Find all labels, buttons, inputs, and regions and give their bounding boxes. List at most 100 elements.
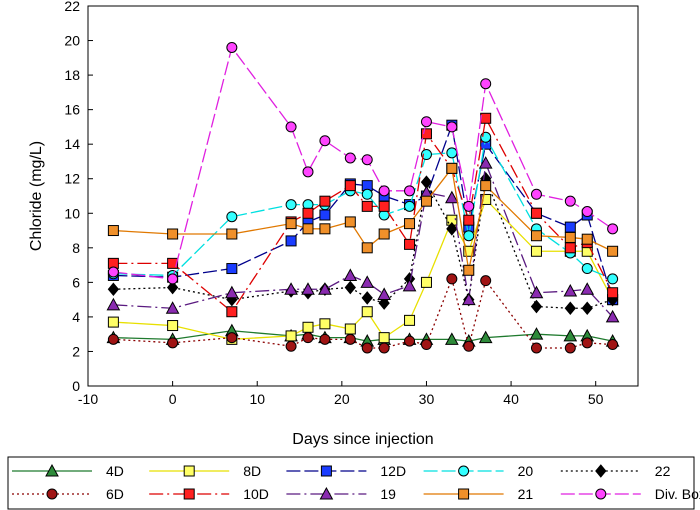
data-point-6d <box>404 335 416 347</box>
data-point-div-box <box>378 185 390 197</box>
series-line-22 <box>113 176 613 309</box>
y-tick-label: 10 <box>64 205 80 221</box>
data-point-6d <box>463 340 475 352</box>
data-point-6d <box>420 339 432 351</box>
data-point-10d <box>361 200 373 212</box>
data-point-6d <box>564 342 576 354</box>
data-point-6d <box>226 332 238 344</box>
series-19 <box>106 156 620 323</box>
x-tick-label: 10 <box>249 391 265 407</box>
series-6d <box>107 273 619 354</box>
legend-label: 6D <box>106 486 124 502</box>
data-point-8d <box>404 314 416 326</box>
data-point-22 <box>581 301 593 316</box>
data-point-10d <box>344 180 356 192</box>
data-point-div-box <box>167 273 179 285</box>
data-point-6d <box>167 337 179 349</box>
x-tick-label: 30 <box>419 391 435 407</box>
data-point-20 <box>361 188 373 200</box>
legend-swatch-marker <box>320 465 332 477</box>
data-point-6d <box>607 339 619 351</box>
series-layer <box>106 41 620 354</box>
data-point-19 <box>529 285 544 299</box>
y-axis-label: Chloride (mg/L) <box>28 141 45 251</box>
legend-label: Div. Box <box>655 486 700 502</box>
data-point-22 <box>107 282 120 297</box>
legend-swatch-marker <box>183 488 195 500</box>
data-point-21 <box>302 223 314 235</box>
legend-entry-4d: 4D <box>12 463 124 479</box>
legend-entry-20: 20 <box>423 463 533 479</box>
legend-swatch-marker <box>319 486 334 500</box>
data-point-6d <box>446 273 458 285</box>
data-point-22 <box>344 280 356 295</box>
data-point-19 <box>301 282 315 295</box>
data-point-10d <box>420 128 432 140</box>
data-point-21 <box>167 228 179 240</box>
data-point-div-box <box>564 195 576 207</box>
legend-label: 22 <box>655 463 671 479</box>
legend-swatch-marker <box>458 488 470 500</box>
data-point-10d <box>564 242 576 254</box>
data-point-19 <box>580 282 595 295</box>
x-tick-label: 40 <box>503 391 519 407</box>
legend-swatch-marker <box>45 463 59 477</box>
series-line-20 <box>113 135 613 280</box>
data-point-div-box <box>446 121 458 133</box>
series-div-box <box>107 41 619 285</box>
legend-swatch-marker <box>183 465 195 477</box>
data-point-4d <box>478 330 493 344</box>
data-point-20 <box>607 273 619 285</box>
data-point-21 <box>463 264 475 276</box>
data-point-10d <box>167 257 179 269</box>
legend-label: 21 <box>518 486 534 502</box>
data-point-21 <box>564 231 576 243</box>
data-point-8d <box>107 316 119 328</box>
data-point-8d <box>463 245 475 257</box>
legend-entry-22: 22 <box>560 463 671 479</box>
series-line-8d <box>113 198 614 341</box>
data-point-19 <box>318 282 332 295</box>
data-point-19 <box>225 285 239 299</box>
data-point-10d <box>480 112 492 124</box>
data-point-21 <box>378 228 390 240</box>
data-point-8d <box>302 321 314 333</box>
data-point-6d <box>302 332 314 344</box>
legend: 4D 8D 12D 20 22 6D 10D 19 21 Div. Box <box>12 463 700 502</box>
y-tick-label: 20 <box>64 33 80 49</box>
legend-entry-10d: 10D <box>149 486 269 502</box>
series-line-21 <box>113 166 613 271</box>
data-point-4d <box>445 332 459 345</box>
data-point-21 <box>107 225 119 237</box>
data-point-6d <box>285 340 297 352</box>
data-point-12d <box>285 235 297 247</box>
data-point-10d <box>530 207 542 219</box>
data-point-21 <box>480 180 492 192</box>
series-line-div-box <box>113 45 613 280</box>
legend-entry-19: 19 <box>286 486 396 502</box>
data-point-19 <box>605 309 620 323</box>
series-8d <box>107 193 619 345</box>
data-point-21 <box>446 162 458 174</box>
x-tick-label: 20 <box>334 391 350 407</box>
y-tick-label: 16 <box>64 102 80 118</box>
data-point-div-box <box>226 41 238 53</box>
data-point-8d <box>285 330 297 342</box>
data-point-6d <box>581 337 593 349</box>
data-point-20 <box>581 263 593 275</box>
data-point-10d <box>607 287 619 299</box>
data-point-div-box <box>285 121 297 133</box>
data-point-19 <box>478 156 493 169</box>
data-point-22 <box>361 291 373 305</box>
data-point-4d <box>529 327 544 340</box>
data-point-6d <box>378 342 390 354</box>
data-point-19 <box>165 301 180 314</box>
data-point-10d <box>302 207 314 219</box>
plot-area-frame <box>87 5 639 387</box>
x-axis-ticks: -10 0 10 20 30 40 50 <box>78 381 604 407</box>
data-point-21 <box>581 233 593 245</box>
legend-entry-8d: 8D <box>149 463 261 479</box>
legend-label: 8D <box>243 463 261 479</box>
data-point-19 <box>343 268 358 281</box>
